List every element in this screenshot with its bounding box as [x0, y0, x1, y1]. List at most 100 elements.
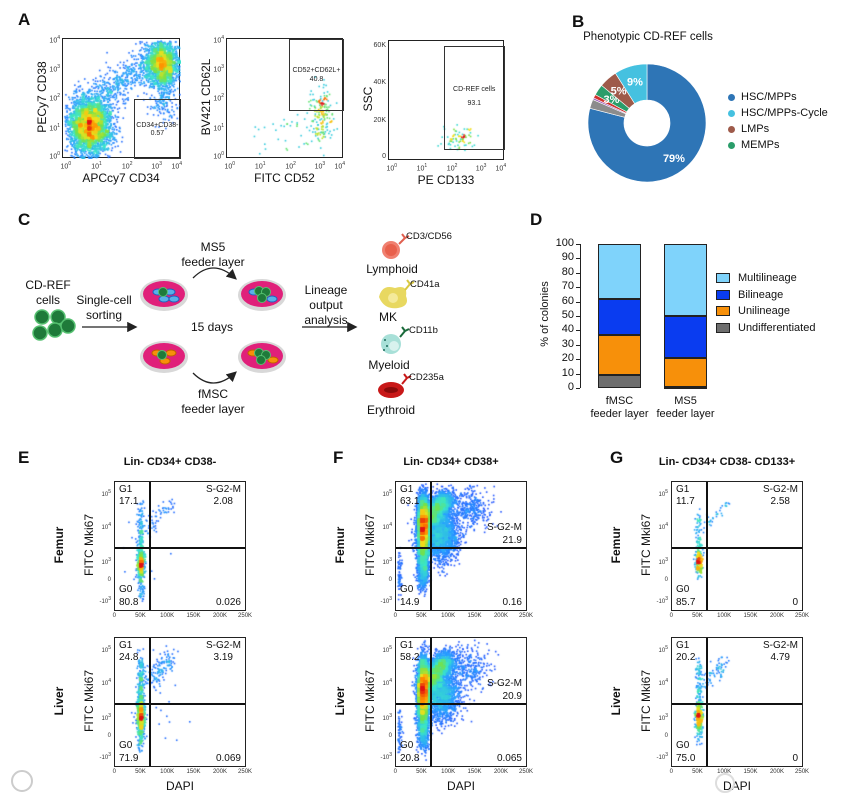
legend-item: MEMPs — [728, 139, 780, 151]
x-tick-label: 200K — [212, 613, 227, 619]
panel-label-f: F — [333, 448, 344, 467]
x-tick-label: 150K — [467, 613, 482, 619]
y-tick-label: 105 — [658, 645, 668, 654]
flow-density-scatter — [227, 39, 344, 159]
x-tick-label: 250K — [795, 769, 810, 775]
row-label: Liver — [52, 686, 66, 716]
y-tick-label: 103 — [101, 712, 111, 722]
x-tick-label: 100 — [224, 161, 236, 171]
sorting-label: Single-cell sorting — [76, 293, 132, 322]
legend-item: Unilineage — [716, 305, 790, 317]
quadrant-g0-value: 20.8 — [400, 753, 420, 764]
quadrant-lower-right-value: 0.069 — [215, 753, 241, 764]
quadrant-s-g2-m-value: 20.9 — [502, 691, 522, 702]
flow-gate: CD34+CD38- 0.57 — [133, 99, 181, 159]
curved-arrow-icon — [192, 267, 237, 280]
y-tick-label: 105 — [382, 645, 392, 654]
y-tick-label: 104 — [49, 35, 60, 45]
category-label: MS5 feeder layer — [641, 395, 731, 421]
y-tick-label: 100 — [49, 150, 60, 160]
quadrant-s-g2-m-label: S-G2-M — [763, 484, 798, 495]
quadrant-line-horizontal — [672, 547, 802, 549]
quadrant-g1-label: G1 — [676, 484, 690, 495]
y-tick-label: 101 — [213, 123, 224, 133]
panel-label-c: C — [18, 210, 31, 229]
y-tick-label: 0 — [382, 152, 386, 160]
quadrant-g1-value: 11.7 — [676, 496, 695, 507]
x-tick-label: 50K — [692, 769, 703, 775]
flow-plot: CD52+CD62L+ 40.8 — [226, 38, 344, 159]
quadrant-s-g2-m-value: 3.19 — [213, 652, 233, 663]
quadrant-lower-right-value: 0.065 — [496, 753, 522, 764]
x-tick-label: 200K — [769, 613, 784, 619]
y-tick-label: 105 — [382, 489, 392, 498]
x-tick-label: 101 — [254, 161, 266, 171]
x-tick-label: 150K — [467, 769, 482, 775]
row-label: Femur — [609, 526, 623, 564]
category-label-line1: MS5 — [674, 395, 697, 407]
y-tick-label: 0 — [567, 381, 574, 393]
y-tick-label: -103 — [656, 751, 668, 761]
x-tick-label: 0 — [669, 613, 673, 619]
y-tick-label: 104 — [213, 35, 224, 45]
y-tick-label: 0 — [107, 577, 111, 584]
x-tick-label: 0 — [393, 613, 397, 619]
y-tick-label: 102 — [49, 93, 60, 103]
y-tick — [576, 258, 580, 260]
quadrant-s-g2-m-label: S-G2-M — [763, 640, 798, 651]
y-tick-label: 100 — [213, 150, 224, 160]
legend-swatch — [716, 289, 730, 300]
x-tick-label: 250K — [795, 613, 810, 619]
y-tick-label: 0 — [388, 577, 392, 584]
x-tick-label: 250K — [519, 613, 534, 619]
bar-segment-multilineage — [664, 244, 707, 316]
cell-cycle-plot: G1 24.8 S-G2-M 3.19 G0 71.9 0.069 — [114, 637, 247, 768]
quadrant-lower-right-value: 0 — [792, 753, 798, 764]
y-tick-label: -103 — [380, 595, 392, 605]
y-tick-label: 105 — [101, 645, 111, 654]
legend-swatch — [728, 141, 735, 149]
donut-slice — [614, 63, 648, 104]
x-tick-label: 250K — [238, 613, 253, 619]
cell-cycle-plot: G1 17.1 S-G2-M 2.08 G0 80.8 0.026 — [114, 481, 247, 612]
dish-fmsc-day15-icon — [238, 341, 286, 373]
panel-title: Lin- CD34+ CD38- CD133+ — [658, 456, 796, 468]
gate-value: 40.8 — [309, 76, 324, 84]
cell-cycle-plot: G1 63.1 S-G2-M 21.9 G0 14.9 0.16 — [395, 481, 528, 612]
flow-plot: CD34+CD38- 0.57 — [62, 38, 181, 159]
y-tick — [576, 344, 580, 346]
x-tick-label: 100K — [441, 769, 456, 775]
x-tick-label: 200K — [212, 769, 227, 775]
y-axis-label: FITC Mki67 — [639, 514, 653, 577]
x-tick-label: 50K — [135, 613, 146, 619]
x-tick-label: 103 — [475, 163, 487, 173]
quadrant-g1-label: G1 — [119, 640, 133, 651]
quadrant-g1-label: G1 — [400, 484, 414, 495]
y-tick-label: 0 — [388, 733, 392, 740]
quadrant-lower-right-value: 0.16 — [502, 597, 522, 608]
legend-swatch — [716, 322, 730, 333]
x-tick-label: 50K — [135, 769, 146, 775]
x-tick-label: 104 — [334, 161, 346, 171]
lineage-analysis-label: Lineage output analysis — [304, 283, 348, 327]
y-tick-label: 20 — [561, 352, 574, 365]
x-tick-label: 102 — [121, 161, 133, 171]
quadrant-line-vertical — [430, 638, 432, 766]
quadrant-g0-value: 80.8 — [119, 597, 139, 608]
quadrant-g0-label: G0 — [119, 584, 133, 595]
quadrant-g1-value: 58.2 — [400, 652, 420, 663]
y-tick — [576, 359, 580, 361]
y-tick-label: 103 — [49, 64, 60, 74]
panel-label-g: G — [610, 448, 624, 467]
y-tick — [576, 330, 580, 332]
ms5-feeder-label: MS5 feeder layer — [181, 240, 245, 269]
y-axis-label: FITC Mki67 — [363, 670, 377, 733]
y-tick-label: 0 — [664, 577, 668, 584]
y-tick-label: 105 — [101, 489, 111, 498]
row-label: Liver — [609, 686, 623, 716]
x-tick-label: 104 — [495, 163, 507, 173]
x-tick-label: 200K — [493, 769, 508, 775]
category-label-line1: fMSC — [605, 395, 634, 407]
y-tick-label: 90 — [561, 251, 574, 264]
x-tick-label: 200K — [493, 613, 508, 619]
